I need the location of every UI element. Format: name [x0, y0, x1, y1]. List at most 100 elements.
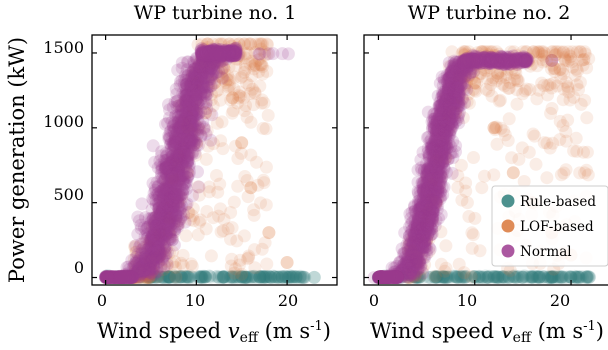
panel-1-lof-based-point: [186, 65, 200, 79]
panel-1-y-tick-label: 1500: [43, 38, 84, 57]
panel-1-lof-based-point: [254, 58, 268, 72]
panel-1-normal-point: [164, 180, 178, 194]
panel-1-rule-based-point: [224, 270, 238, 284]
panel-1-normal-point: [171, 121, 185, 135]
panel-1-normal-point: [157, 242, 171, 256]
panel-1-normal-point: [187, 77, 201, 91]
panel-1-rule-based-point: [110, 270, 124, 284]
panel-1-lof-based-point: [134, 268, 148, 282]
panel-1-lof-based-point: [194, 213, 207, 227]
panel-1-normal-point: [114, 270, 128, 284]
panel-1-normal-point: [152, 196, 165, 210]
panel-1-lof-based-point: [238, 104, 251, 118]
panel-1-rule-based-point: [275, 270, 289, 284]
panel-1-lof-based-point: [175, 133, 189, 147]
panel-1-lof-based-point: [211, 83, 225, 97]
panel-1-rule-based-point: [238, 270, 252, 284]
panel-1-rule-based-point: [195, 270, 209, 284]
panel-1-lof-based-point: [204, 57, 217, 71]
panel-1-normal-point: [171, 157, 185, 170]
panel-1-normal-point: [175, 102, 189, 116]
panel-1-normal-point: [150, 176, 164, 189]
panel-1-normal-point: [178, 145, 192, 159]
panel-1-normal-point: [124, 270, 138, 284]
panel-1-rule-based-point: [150, 271, 164, 284]
panel-1-lof-based-point: [220, 72, 234, 86]
panel-1-normal-point: [161, 148, 175, 161]
panel-1-normal-point: [180, 77, 194, 91]
panel-1-normal-point: [146, 228, 160, 242]
panel-1-normal-point: [190, 123, 204, 137]
panel-1-lof-based-point: [226, 43, 240, 56]
panel-1-lof-based-point: [168, 260, 182, 274]
panel-2-lof-based-point: [439, 261, 453, 275]
panel-1-normal-point: [168, 126, 182, 140]
panel-1-normal-point: [147, 193, 161, 207]
panel-1-normal-point: [192, 60, 205, 73]
panel-1-normal-point: [140, 257, 154, 271]
panel-1-normal-point: [181, 145, 195, 159]
panel-1-normal-point: [177, 176, 191, 190]
panel-1-lof-based-point: [166, 171, 180, 185]
panel-1-rule-based-point: [253, 270, 267, 284]
panel-1-lof-based-point: [237, 65, 251, 79]
panel-1-lof-based-point: [160, 260, 174, 274]
panel-1-rule-based-point: [239, 270, 253, 284]
panel-1-rule-based-point: [291, 270, 305, 284]
panel-1-rule-based-point: [123, 270, 137, 284]
panel-1-rule-based-point: [298, 270, 312, 284]
panel-1-normal-point: [201, 57, 215, 71]
panel-1-normal-point: [126, 270, 140, 284]
panel-1-normal-point: [182, 104, 196, 118]
panel-1-normal-point: [155, 162, 169, 176]
panel-1-rule-based-point: [125, 270, 139, 284]
panel-1-lof-based-point: [153, 248, 167, 262]
panel-1-normal-point: [144, 232, 158, 246]
panel-1-rule-based-point: [116, 270, 130, 284]
panel-1-rule-based-point: [217, 270, 231, 284]
panel-1-lof-based-point: [195, 37, 209, 51]
panel-1-normal-point: [130, 266, 144, 280]
panel-1-normal-point: [157, 161, 171, 175]
panel-1-normal-point: [205, 52, 219, 66]
panel-1-lof-based-point: [183, 137, 197, 151]
panel-1-normal-point: [164, 165, 178, 178]
panel-1-rule-based-point: [162, 270, 176, 284]
panel-1-normal-point: [182, 93, 196, 107]
panel-1-rule-based-point: [175, 270, 188, 284]
panel-1-normal-point: [167, 136, 180, 150]
panel-2-normal-point: [416, 145, 430, 159]
panel-1-rule-based-point: [244, 270, 258, 284]
panel-1-normal-point: [138, 255, 152, 269]
panel-1-lof-based-point: [134, 264, 148, 277]
panel-1-lof-based-point: [190, 61, 204, 75]
panel-1-normal-point: [149, 248, 163, 262]
panel-1-normal-point: [266, 47, 280, 61]
panel-1-rule-based-point: [237, 270, 251, 284]
panel-1-rule-based-point: [278, 269, 292, 283]
panel-1-lof-based-point: [214, 134, 228, 148]
panel-1-rule-based-point: [173, 270, 187, 284]
panel-1-y-tick-label: 1000: [43, 112, 84, 131]
panel-1-rule-based-point: [115, 270, 129, 284]
panel-1-rule-based-point: [157, 270, 171, 284]
panel-1-lof-based-point: [255, 58, 269, 71]
panel-1-lof-based-point: [239, 99, 253, 112]
panel-1-rule-based-point: [143, 269, 157, 283]
panel-turbine-1: WP turbine no. 1 1500 1000 500 0 0 10 20…: [5, 2, 338, 346]
panel-1-rule-based-point: [203, 269, 217, 283]
panel-1-lof-based-point: [132, 271, 145, 284]
panel-1-normal-point: [155, 205, 169, 219]
panel-1-normal-point: [178, 122, 192, 136]
panel-1-normal-point: [167, 188, 181, 202]
panel-1-lof-based-point: [154, 260, 168, 274]
panel-1-normal-point: [152, 220, 165, 234]
panel-1-normal-point: [187, 62, 201, 76]
panel-1-rule-based-point: [210, 269, 224, 283]
panel-1-rule-based-point: [285, 270, 298, 284]
panel-1-rule-based-point: [271, 270, 285, 284]
panel-1-normal-point: [175, 141, 189, 154]
panel-1-lof-based-point: [194, 60, 208, 74]
panel-1-normal-point: [184, 132, 198, 146]
panel-1-normal-point: [186, 104, 200, 118]
